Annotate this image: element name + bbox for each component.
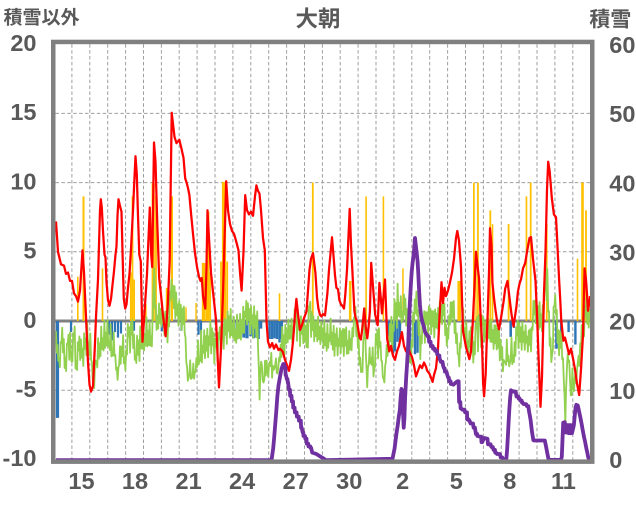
svg-text:27: 27 (283, 468, 309, 494)
svg-text:0: 0 (609, 447, 622, 473)
svg-text:11: 11 (551, 468, 576, 494)
svg-text:0: 0 (23, 307, 36, 333)
svg-text:8: 8 (503, 468, 516, 494)
svg-text:15: 15 (10, 99, 36, 125)
svg-text:21: 21 (176, 468, 202, 494)
svg-text:60: 60 (609, 32, 635, 58)
svg-text:20: 20 (10, 30, 36, 56)
svg-text:2: 2 (396, 468, 409, 494)
svg-text:30: 30 (336, 468, 362, 494)
svg-text:24: 24 (229, 468, 255, 494)
svg-text:5: 5 (23, 238, 36, 264)
svg-text:10: 10 (609, 378, 635, 404)
svg-text:18: 18 (122, 468, 148, 494)
svg-text:30: 30 (609, 240, 635, 266)
svg-text:10: 10 (10, 168, 36, 194)
svg-text:20: 20 (609, 309, 635, 335)
svg-text:-5: -5 (16, 376, 37, 402)
svg-text:15: 15 (68, 468, 94, 494)
svg-text:5: 5 (450, 468, 463, 494)
svg-text:50: 50 (609, 101, 635, 127)
svg-text:40: 40 (609, 170, 635, 196)
svg-text:-10: -10 (3, 445, 37, 471)
